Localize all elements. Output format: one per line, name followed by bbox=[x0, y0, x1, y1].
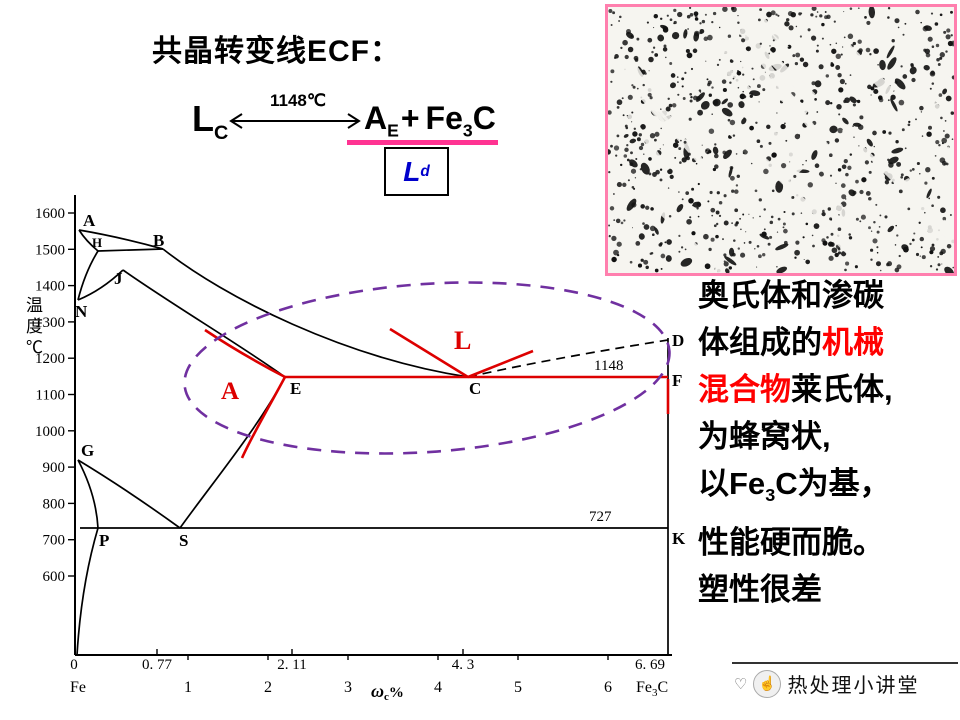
equation-temperature-label: 1148℃ bbox=[270, 91, 326, 110]
brand-avatar: ☝ bbox=[753, 669, 782, 698]
y-tick-label: 700 bbox=[43, 533, 66, 549]
brand-name: 热处理小讲堂 bbox=[787, 675, 920, 697]
footer-brand: ♡ ☝ 热处理小讲堂 bbox=[734, 669, 919, 698]
region-label-austenite: A bbox=[221, 378, 239, 405]
austenite-symbol-subscript: E bbox=[387, 120, 399, 141]
right-panel-line-2: 体组成的机械 bbox=[698, 325, 884, 360]
point-label-A: A bbox=[83, 211, 96, 230]
point-label-H: H bbox=[92, 235, 102, 250]
equation-rhs: AE+ Fe3C bbox=[364, 100, 496, 141]
point-label-B: B bbox=[153, 231, 164, 250]
point-label-S: S bbox=[179, 531, 188, 550]
right-panel-line-4: 为蜂窝状, bbox=[698, 419, 831, 454]
region-label-liquid: L bbox=[454, 326, 471, 355]
liquidus-C-D-dashed bbox=[467, 339, 669, 378]
x-axis-fe3c-label: Fe3C bbox=[636, 679, 668, 699]
y-tick-label: 900 bbox=[43, 460, 66, 476]
right-panel-line-1: 奥氏体和渗碳 bbox=[698, 278, 884, 313]
description-text: 奥氏体和渗碳 体组成的机械 混合物莱氏体, 为蜂窝状, 以Fe3C为基， 性能硬而脆。塑… bbox=[698, 272, 960, 613]
right-panel-line-3: 混合物莱氏体, bbox=[698, 372, 893, 407]
x-tick-label: Fe bbox=[70, 679, 86, 696]
point-label-D: D bbox=[672, 331, 684, 350]
right-panel-line-7: 塑性很差 bbox=[698, 572, 822, 608]
x-composition-label: 0 bbox=[70, 657, 78, 673]
heart-hand-icon: ♡ bbox=[734, 675, 748, 693]
liquidus-B-C bbox=[162, 248, 469, 378]
eutectic-temperature-label: 1148 bbox=[594, 358, 623, 374]
y-tick-label: 600 bbox=[43, 569, 66, 585]
cementite-c: C bbox=[472, 100, 496, 136]
ledeburite-micrograph bbox=[605, 4, 960, 313]
y-tick-label: 1600 bbox=[35, 206, 65, 222]
solidus-A-H bbox=[78, 229, 99, 252]
hand-icon: ☝ bbox=[758, 675, 777, 691]
highlight-liquidus-right-of-C bbox=[467, 349, 534, 379]
y-tick-label: 1200 bbox=[35, 351, 65, 367]
point-label-J: J bbox=[114, 269, 123, 288]
liquid-symbol-subscript: C bbox=[214, 122, 229, 145]
footer-divider bbox=[732, 662, 958, 664]
x-composition-label: 0. 77 bbox=[142, 657, 173, 673]
x-tick-label: 4 bbox=[434, 679, 442, 696]
eutectoid-temperature-label: 727 bbox=[589, 509, 612, 525]
plus-sign: + bbox=[400, 100, 420, 136]
x-tick-label: 2 bbox=[264, 679, 272, 696]
boundary-N-H bbox=[77, 250, 99, 301]
x-composition-label: 4. 3 bbox=[452, 657, 475, 673]
point-label-C: C bbox=[469, 379, 481, 398]
boundary-N-J bbox=[77, 269, 124, 301]
highlight-J-E bbox=[204, 328, 286, 379]
point-label-G: G bbox=[81, 441, 94, 460]
x-tick-label: 5 bbox=[514, 679, 522, 696]
fe-c-phase-diagram: 1600150014001300120011001000900800700600… bbox=[35, 195, 686, 703]
cementite-subscript: 3 bbox=[462, 120, 473, 141]
x-axis-title: ωc% bbox=[371, 681, 404, 703]
y-axis-title: 温度℃ bbox=[23, 296, 42, 359]
eutectic-highlight-ellipse bbox=[183, 281, 671, 455]
right-panel-line-6: 性能硬而脆。 bbox=[698, 525, 884, 561]
point-label-N: N bbox=[75, 302, 88, 321]
y-tick-label: 1400 bbox=[35, 279, 65, 295]
highlight-E-S bbox=[240, 376, 287, 459]
boundary-G-P bbox=[77, 459, 99, 529]
micrograph-texture bbox=[605, 5, 960, 313]
liquid-symbol: L bbox=[192, 98, 214, 139]
x-tick-label: 6 bbox=[604, 679, 612, 696]
solidus-J-E bbox=[122, 269, 286, 378]
slide-title: 共晶转变线ECF： bbox=[152, 35, 401, 68]
y-tick-label: 1300 bbox=[35, 315, 65, 331]
x-composition-label: 2. 11 bbox=[277, 657, 306, 673]
y-tick-label: 1100 bbox=[36, 388, 65, 404]
ledeburite-symbol: L bbox=[403, 155, 421, 187]
cementite-fe: Fe bbox=[425, 100, 463, 136]
boundary-P-Q bbox=[76, 527, 99, 656]
right-panel-line-5: 以Fe3C为基， bbox=[698, 466, 891, 506]
a3-G-S bbox=[77, 459, 181, 529]
x-composition-label: 6. 69 bbox=[635, 657, 665, 673]
y-tick-label: 1500 bbox=[35, 242, 65, 258]
double-arrow-icon bbox=[229, 113, 361, 129]
y-tick-label: 1000 bbox=[35, 424, 65, 440]
point-label-K: K bbox=[672, 529, 686, 548]
x-tick-label: 3 bbox=[344, 679, 352, 696]
liquidus-A-B bbox=[78, 229, 164, 250]
y-tick-label: 800 bbox=[43, 496, 66, 512]
x-tick-label: 1 bbox=[184, 679, 192, 696]
point-label-P: P bbox=[99, 531, 109, 550]
highlight-liquidus-left-of-C bbox=[389, 327, 469, 379]
ledeburite-symbol-subscript: d bbox=[420, 162, 430, 180]
point-label-E: E bbox=[290, 379, 301, 398]
equation-lhs: LC bbox=[192, 98, 228, 145]
peritectic-H-J-B bbox=[97, 248, 164, 252]
pink-underline bbox=[347, 140, 498, 145]
austenite-symbol: A bbox=[364, 100, 388, 136]
point-label-F: F bbox=[672, 371, 682, 390]
